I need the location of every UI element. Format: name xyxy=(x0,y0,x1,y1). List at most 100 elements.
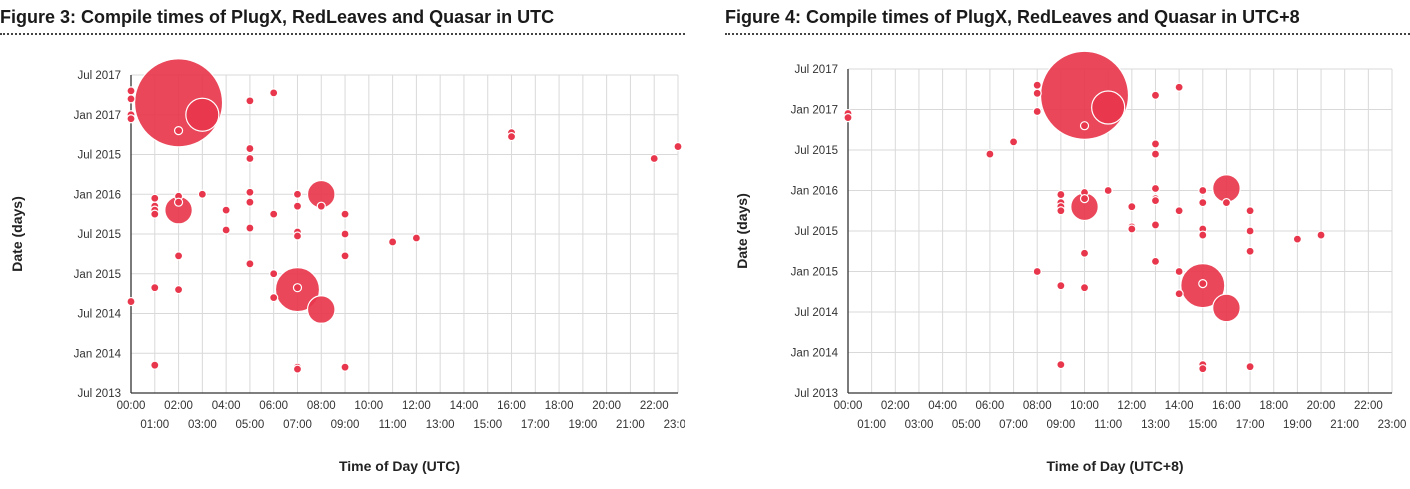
data-point xyxy=(245,96,255,106)
y-tick-label: Jan 2015 xyxy=(74,269,121,281)
data-point xyxy=(1198,279,1208,289)
data-point xyxy=(1150,149,1161,159)
x-tick-label: 05:00 xyxy=(952,419,981,431)
x-tick-label: 07:00 xyxy=(283,419,312,431)
x-tick-label: 21:00 xyxy=(616,419,645,431)
data-point xyxy=(1056,206,1066,216)
figure-3-title-rule xyxy=(0,33,685,35)
data-point xyxy=(185,97,220,132)
figure-3-chart: Jul 2013 Jan 2014 Jul 2014 Jan 2015 Jul 2015… xyxy=(9,58,685,474)
figure-4-title: Figure 4: Compile times of PlugX, RedLea… xyxy=(725,7,1300,27)
data-point xyxy=(150,209,160,219)
data-point xyxy=(1127,202,1137,212)
data-point xyxy=(1079,121,1090,131)
figure-4-title-rule xyxy=(725,33,1410,35)
data-point xyxy=(1221,198,1232,208)
data-point xyxy=(1079,283,1090,293)
data-point xyxy=(1198,185,1208,196)
data-point xyxy=(1174,289,1184,299)
data-point xyxy=(1056,360,1066,370)
x-tick-label: 01:00 xyxy=(857,419,886,431)
data-point xyxy=(126,86,136,96)
x-tick-label: 14:00 xyxy=(1165,400,1194,412)
data-point xyxy=(1174,266,1184,277)
x-tick-label: 19:00 xyxy=(568,419,597,431)
data-point xyxy=(1056,189,1066,200)
data-point xyxy=(1150,90,1161,100)
data-point xyxy=(173,126,184,136)
data-point xyxy=(1032,80,1042,90)
y-tick-label: Jan 2017 xyxy=(791,105,838,117)
x-tick-label: 08:00 xyxy=(1023,400,1052,412)
data-point xyxy=(673,141,683,152)
x-tick-label: 07:00 xyxy=(999,419,1028,431)
y-tick-label: Jul 2013 xyxy=(795,388,838,400)
x-tick-label: 12:00 xyxy=(402,400,431,412)
data-point xyxy=(1032,106,1042,117)
x-tick-label: 20:00 xyxy=(592,400,621,412)
x-tick-label: 00:00 xyxy=(834,400,863,412)
data-point xyxy=(1198,230,1208,240)
data-point xyxy=(1127,224,1137,234)
x-tick-label: 05:00 xyxy=(236,419,265,431)
x-tick-label: 02:00 xyxy=(164,400,193,412)
x-tick-label: 01:00 xyxy=(140,419,169,431)
data-point xyxy=(292,201,303,211)
data-point xyxy=(197,189,207,199)
x-tick-label: 08:00 xyxy=(307,400,336,412)
y-tick-label: Jul 2015 xyxy=(78,229,121,241)
y-tick-label: Jan 2014 xyxy=(791,348,839,360)
data-point xyxy=(150,283,160,293)
x-tick-label: 00:00 xyxy=(117,400,146,412)
x-tick-label: 23:00 xyxy=(1378,419,1407,431)
data-point xyxy=(245,143,255,154)
data-point xyxy=(1245,362,1255,372)
data-point xyxy=(292,189,303,199)
data-point xyxy=(150,193,160,203)
data-point xyxy=(340,362,350,372)
x-tick-label: 19:00 xyxy=(1283,419,1312,431)
data-point xyxy=(1150,256,1161,266)
data-point xyxy=(340,209,350,219)
data-point xyxy=(173,251,184,261)
data-point xyxy=(173,285,184,295)
data-point xyxy=(245,153,255,164)
data-point xyxy=(1245,226,1255,236)
x-tick-label: 18:00 xyxy=(545,400,574,412)
y-tick-label: Jul 2017 xyxy=(795,64,838,76)
data-point xyxy=(126,94,136,104)
data-point xyxy=(245,187,255,197)
x-tick-label: 14:00 xyxy=(450,400,479,412)
data-point xyxy=(316,201,326,211)
y-tick-label: Jul 2015 xyxy=(795,226,838,238)
y-tick-label: Jan 2014 xyxy=(74,348,122,360)
data-point xyxy=(1316,230,1326,240)
data-point xyxy=(1212,293,1241,323)
x-tick-label: 17:00 xyxy=(521,419,550,431)
x-tick-label: 02:00 xyxy=(881,400,910,412)
x-tick-label: 15:00 xyxy=(473,419,502,431)
y-tick-label: Jan 2015 xyxy=(791,267,838,279)
data-point xyxy=(150,360,160,370)
data-point xyxy=(245,259,255,269)
x-tick-label: 22:00 xyxy=(640,400,669,412)
figure-3-panel: Figure 3: Compile times of PlugX, RedLea… xyxy=(0,0,685,489)
data-point xyxy=(173,197,184,207)
data-point xyxy=(1198,198,1208,208)
x-tick-label: 15:00 xyxy=(1188,419,1217,431)
x-tick-label: 16:00 xyxy=(497,400,526,412)
data-point xyxy=(269,88,279,98)
x-tick-label: 16:00 xyxy=(1212,400,1241,412)
x-tick-label: 23:00 xyxy=(664,419,685,431)
y-tick-label: Jul 2015 xyxy=(78,150,121,162)
x-tick-label: 09:00 xyxy=(331,419,360,431)
data-point xyxy=(340,251,350,261)
data-point xyxy=(1079,248,1090,258)
data-point xyxy=(1032,88,1042,98)
data-point xyxy=(340,229,350,239)
data-point xyxy=(985,149,995,159)
figure-4-chart: Jul 2013 Jan 2014 Jul 2014 Jan 2015 Jul 2015… xyxy=(734,50,1407,474)
x-tick-label: 22:00 xyxy=(1354,400,1383,412)
data-point xyxy=(1008,137,1019,147)
data-point xyxy=(1056,281,1066,291)
